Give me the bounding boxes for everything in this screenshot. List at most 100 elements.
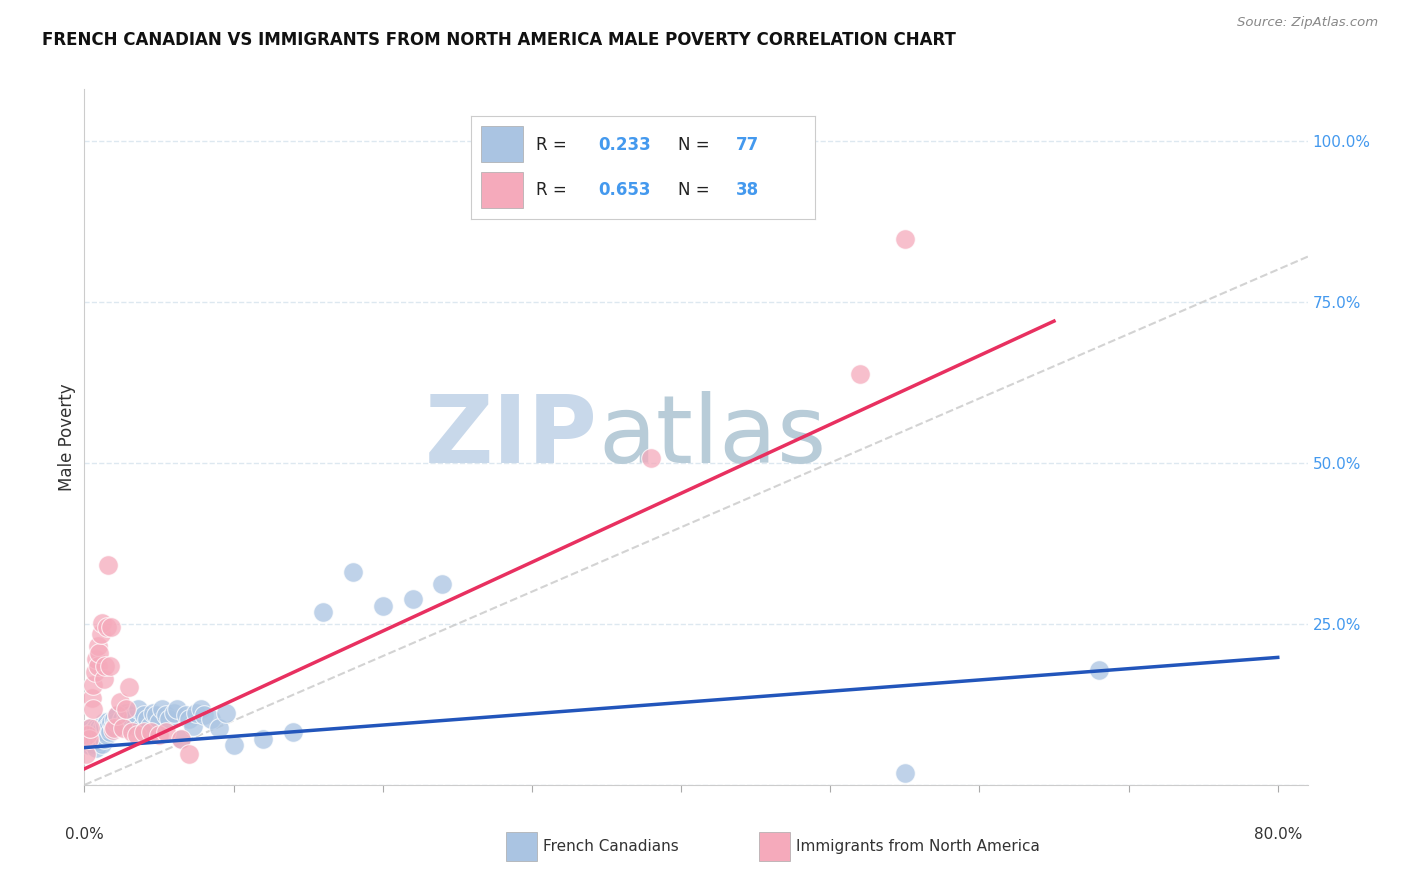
Point: [127, 702, 149, 716]
Point: [181, 719, 204, 733]
Point: [80, 690, 103, 705]
Text: 0.0%: 0.0%: [65, 827, 104, 842]
Point: [97, 721, 120, 735]
Point: [163, 706, 186, 720]
Point: [96, 620, 118, 634]
Point: [1087, 663, 1109, 677]
Point: [75, 730, 97, 744]
Point: [177, 747, 200, 761]
Point: [101, 719, 124, 733]
Point: [186, 706, 208, 720]
Point: [108, 696, 131, 710]
Text: N =: N =: [678, 136, 714, 153]
Point: [100, 620, 122, 634]
Point: [894, 232, 917, 246]
Point: [124, 719, 146, 733]
Point: [115, 706, 138, 720]
Point: [97, 719, 120, 733]
Point: [200, 712, 222, 726]
Point: [77, 738, 100, 752]
Point: [103, 712, 125, 726]
Text: 0.653: 0.653: [599, 181, 651, 199]
Point: [76, 725, 98, 739]
Point: [87, 640, 110, 654]
Point: [89, 646, 111, 660]
Point: [129, 721, 152, 735]
Point: [84, 652, 107, 666]
Point: [76, 736, 98, 750]
Point: [150, 702, 173, 716]
Point: [87, 725, 110, 739]
Point: [98, 658, 121, 673]
Point: [96, 728, 118, 742]
Text: R =: R =: [537, 181, 572, 199]
Text: atlas: atlas: [598, 391, 827, 483]
Point: [103, 721, 125, 735]
Point: [87, 658, 110, 673]
Point: [84, 740, 107, 755]
Point: [91, 615, 114, 630]
Point: [100, 714, 122, 729]
Point: [190, 702, 212, 716]
Point: [104, 714, 127, 729]
Point: [166, 702, 188, 716]
Text: 0.233: 0.233: [599, 136, 651, 153]
Point: [155, 708, 177, 723]
Point: [174, 708, 197, 723]
Y-axis label: Male Poverty: Male Poverty: [58, 384, 76, 491]
Point: [80, 734, 103, 748]
Point: [105, 708, 128, 723]
FancyBboxPatch shape: [481, 127, 523, 162]
Point: [79, 721, 101, 735]
Point: [193, 708, 215, 723]
Text: 38: 38: [737, 181, 759, 199]
Point: [98, 725, 121, 739]
Point: [77, 731, 100, 746]
Point: [105, 708, 128, 723]
Point: [77, 728, 100, 742]
Point: [91, 737, 114, 751]
Point: [108, 719, 131, 733]
Point: [101, 723, 124, 738]
Point: [112, 721, 135, 735]
Point: [849, 367, 872, 381]
Point: [93, 672, 115, 686]
Text: Source: ZipAtlas.com: Source: ZipAtlas.com: [1237, 16, 1378, 29]
Point: [148, 714, 170, 729]
Point: [96, 714, 118, 729]
Point: [97, 558, 120, 572]
Text: 80.0%: 80.0%: [1254, 827, 1302, 842]
Point: [90, 626, 112, 640]
Point: [94, 658, 117, 673]
Point: [136, 712, 159, 726]
FancyBboxPatch shape: [481, 172, 523, 208]
Point: [894, 766, 917, 780]
Point: [371, 599, 394, 613]
Point: [215, 706, 238, 720]
Text: N =: N =: [678, 181, 714, 199]
Point: [222, 738, 245, 752]
Point: [94, 725, 117, 739]
Point: [90, 728, 112, 742]
Point: [121, 712, 143, 726]
Point: [118, 680, 141, 694]
Point: [90, 725, 112, 739]
Point: [91, 721, 114, 735]
Point: [157, 712, 180, 726]
Point: [82, 728, 104, 742]
Point: [82, 737, 104, 751]
Point: [80, 725, 103, 739]
Point: [142, 706, 165, 720]
Point: [114, 714, 136, 729]
Point: [401, 592, 423, 607]
Point: [252, 731, 274, 746]
Text: ZIP: ZIP: [425, 391, 598, 483]
Point: [148, 728, 170, 742]
Point: [155, 725, 177, 739]
Point: [94, 719, 117, 733]
Point: [76, 728, 98, 742]
Point: [87, 731, 110, 746]
Point: [170, 731, 193, 746]
Point: [84, 721, 107, 735]
Text: 77: 77: [737, 136, 759, 153]
